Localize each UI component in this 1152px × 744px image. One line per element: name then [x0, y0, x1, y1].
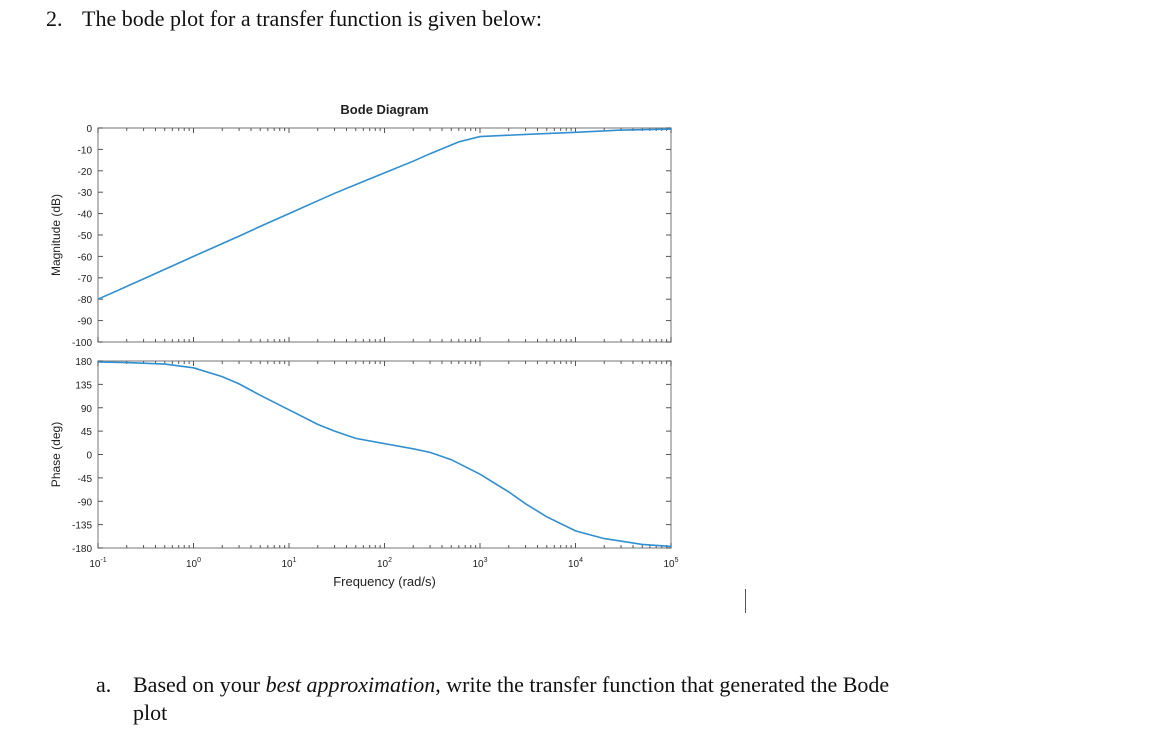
y-tick-label: -20 — [78, 167, 93, 178]
data-line-2 — [97, 361, 672, 548]
y-tick-label: -90 — [78, 497, 93, 508]
y-tick-label: -90 — [78, 317, 93, 328]
y-tick-label: -100 — [72, 338, 92, 349]
subquestion-emphasis: best approximation — [265, 672, 436, 697]
subquestion-text-before: Based on your — [133, 672, 266, 697]
y-tick-label: -45 — [78, 474, 93, 485]
text-cursor — [745, 589, 746, 613]
y-axis-label-1: Magnitude (dB) — [49, 194, 63, 276]
y-tick-label: -10 — [78, 145, 93, 156]
x-tick-label: 105 — [663, 557, 678, 570]
axes-layer — [97, 127, 672, 549]
subquestion-letter: a. — [96, 672, 112, 697]
x-tick-label: 103 — [472, 557, 487, 570]
y-tick-label: 0 — [86, 451, 92, 462]
chart-title: Bode Diagram — [340, 102, 428, 117]
y-tick-label: 180 — [75, 357, 92, 368]
y-tick-label: -135 — [72, 521, 92, 532]
y-tick-label: 0 — [86, 124, 92, 135]
data-line-1 — [97, 128, 672, 300]
y-tick-label: 135 — [75, 380, 92, 391]
x-tick-label: 10-1 — [89, 557, 106, 570]
y-tick-label: 90 — [81, 404, 93, 415]
y-tick-label: -180 — [72, 544, 92, 555]
plot-frame-1 — [97, 127, 672, 343]
plot-frame-2 — [97, 360, 672, 549]
subquestion-text-after: , write the transfer function that gener… — [133, 672, 890, 725]
y-tick-label: 45 — [81, 427, 93, 438]
x-tick-label: 102 — [377, 557, 392, 570]
x-tick-label: 104 — [568, 557, 583, 570]
line-layer — [97, 128, 672, 548]
question-line: 2. The bode plot for a transfer function … — [46, 6, 542, 32]
y-tick-label: -40 — [78, 210, 93, 221]
y-tick-label: -80 — [78, 295, 93, 306]
y-tick-label: -70 — [78, 274, 93, 285]
question-text: The bode plot for a transfer function is… — [82, 6, 543, 31]
question-number: 2. — [46, 6, 63, 31]
label-layer: 0 -10 -20 -30 -40 -50 -60 -70 -80 -90 -100 Magnitud… — [49, 102, 679, 589]
y-tick-label: -50 — [78, 231, 93, 242]
x-tick-label: 101 — [281, 557, 296, 570]
x-tick-label: 100 — [186, 557, 201, 570]
y-tick-label: -30 — [78, 188, 93, 199]
y-axis-label-2: Phase (deg) — [49, 422, 63, 487]
y-tick-label: -60 — [78, 252, 93, 263]
x-axis-label: Frequency (rad/s) — [333, 574, 436, 589]
subquestion-body: Based on your best approximation, write … — [133, 671, 893, 727]
